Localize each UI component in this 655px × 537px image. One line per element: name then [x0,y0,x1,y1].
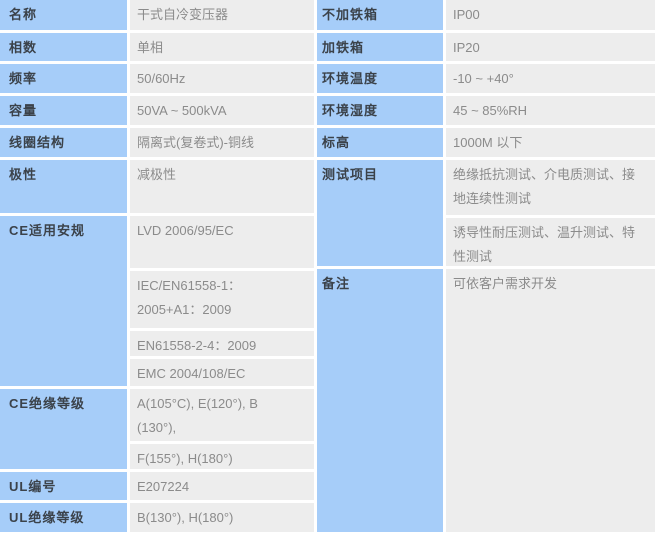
label-polarity: 极性 [0,160,127,213]
label-ip-with-case: 加铁箱 [317,33,443,61]
value-test-items-2: 诱导性耐压测试、温升测试、特 性测试 [446,218,655,266]
label-ambient-humidity: 环境湿度 [317,96,443,125]
label-capacity: 容量 [0,96,127,125]
value-test-items-1: 绝缘抵抗测试、介电质测试、接 地连续性测试 [446,160,655,215]
value-ce-insulation-2: F(155°), H(180°) [130,444,314,469]
value-ip-with-case: IP20 [446,33,655,61]
label-test-items: 测试项目 [317,160,443,266]
value-product-name: 干式自冷变压器 [130,0,314,30]
value-coil-structure: 隔离式(复卷式)-铜线 [130,128,314,157]
value-frequency: 50/60Hz [130,64,314,93]
value-ul-insulation-class: B(130°), H(180°) [130,503,314,532]
label-remarks: 备注 [317,269,443,532]
value-ul-file-number: E207224 [130,472,314,500]
spec-table-left: 名称 干式自冷变压器 相数 单相 频率 50/60Hz 容量 50VA ~ 50… [0,0,314,532]
value-phase-count: 单相 [130,33,314,61]
label-coil-structure: 线圈结构 [0,128,127,157]
value-ce-standard-lvd: LVD 2006/95/EC [130,216,314,268]
value-ce-insulation-1: A(105°C), E(120°), B (130°), [130,389,314,441]
label-ip-without-case: 不加铁箱 [317,0,443,30]
label-ul-file-number: UL编号 [0,472,127,500]
label-ul-insulation-class: UL绝缘等级 [0,503,127,532]
spec-table-right: 不加铁箱 IP00 加铁箱 IP20 环境温度 -10 ~ +40° 环境湿度 … [317,0,655,532]
label-frequency: 频率 [0,64,127,93]
label-product-name: 名称 [0,0,127,30]
value-ambient-temperature: -10 ~ +40° [446,64,655,93]
value-ambient-humidity: 45 ~ 85%RH [446,96,655,125]
value-capacity: 50VA ~ 500kVA [130,96,314,125]
value-ce-standard-en: EN61558-2-4：2009 [130,331,314,356]
value-ce-standard-emc: EMC 2004/108/EC [130,359,314,386]
value-ce-standard-iec: IEC/EN61558-1： 2005+A1：2009 [130,271,314,328]
label-ambient-temperature: 环境温度 [317,64,443,93]
label-ce-safety-standards: CE适用安规 [0,216,127,386]
value-remarks: 可依客户需求开发 [446,269,655,532]
value-altitude: 1000M 以下 [446,128,655,157]
value-ip-without-case: IP00 [446,0,655,30]
label-altitude: 标高 [317,128,443,157]
value-polarity: 减极性 [130,160,314,213]
label-phase-count: 相数 [0,33,127,61]
label-ce-insulation-class: CE绝缘等级 [0,389,127,469]
